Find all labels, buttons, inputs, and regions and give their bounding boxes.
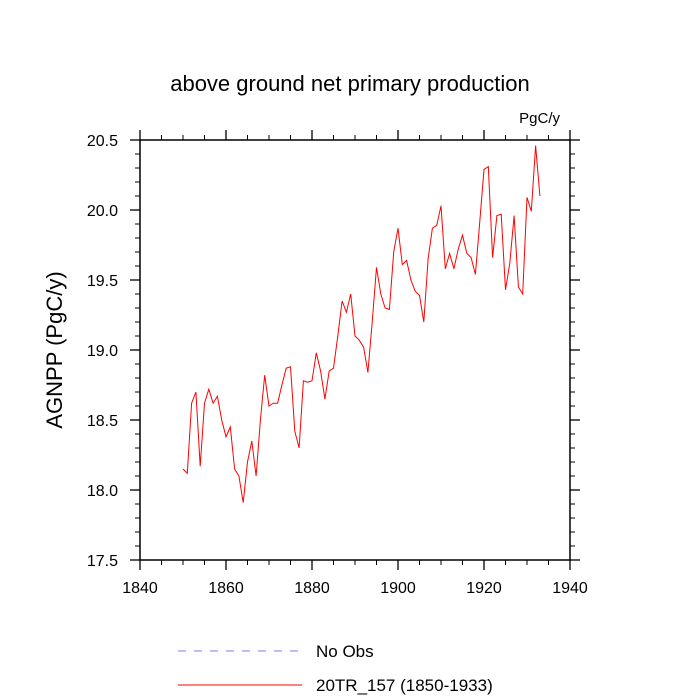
- series-lines: [182, 145, 541, 503]
- legend-label: 20TR_157 (1850-1933): [316, 676, 493, 695]
- y-tick-label: 18.0: [87, 483, 118, 500]
- x-tick-label: 1920: [466, 580, 502, 597]
- y-tick-label: 20.5: [87, 133, 118, 150]
- legend-label: No Obs: [316, 642, 374, 661]
- legend: No Obs 20TR_157 (1850-1933): [178, 642, 493, 695]
- y-tick-label: 18.5: [87, 413, 118, 430]
- units-label: PgC/y: [519, 110, 560, 127]
- x-tick-label: 1860: [208, 580, 244, 597]
- y-tick-label: 20.0: [87, 203, 118, 220]
- tick-labels: 1840 1860 1880 1900 1920 1940 17.5 18.0 18.5 19.0…: [87, 133, 588, 597]
- x-tick-label: 1880: [294, 580, 330, 597]
- series-line: [182, 145, 541, 503]
- axis-ticks: [130, 130, 580, 570]
- y-tick-label: 17.5: [87, 553, 118, 570]
- x-tick-label: 1940: [552, 580, 588, 597]
- plot-frame: [139, 139, 571, 561]
- y-tick-label: 19.5: [87, 273, 118, 290]
- y-tick-label: 19.0: [87, 343, 118, 360]
- x-tick-label: 1900: [380, 580, 416, 597]
- x-tick-label: 1840: [122, 580, 158, 597]
- y-axis-label: AGNPP (PgC/y): [42, 271, 67, 428]
- chart-title: above ground net primary production: [170, 71, 530, 96]
